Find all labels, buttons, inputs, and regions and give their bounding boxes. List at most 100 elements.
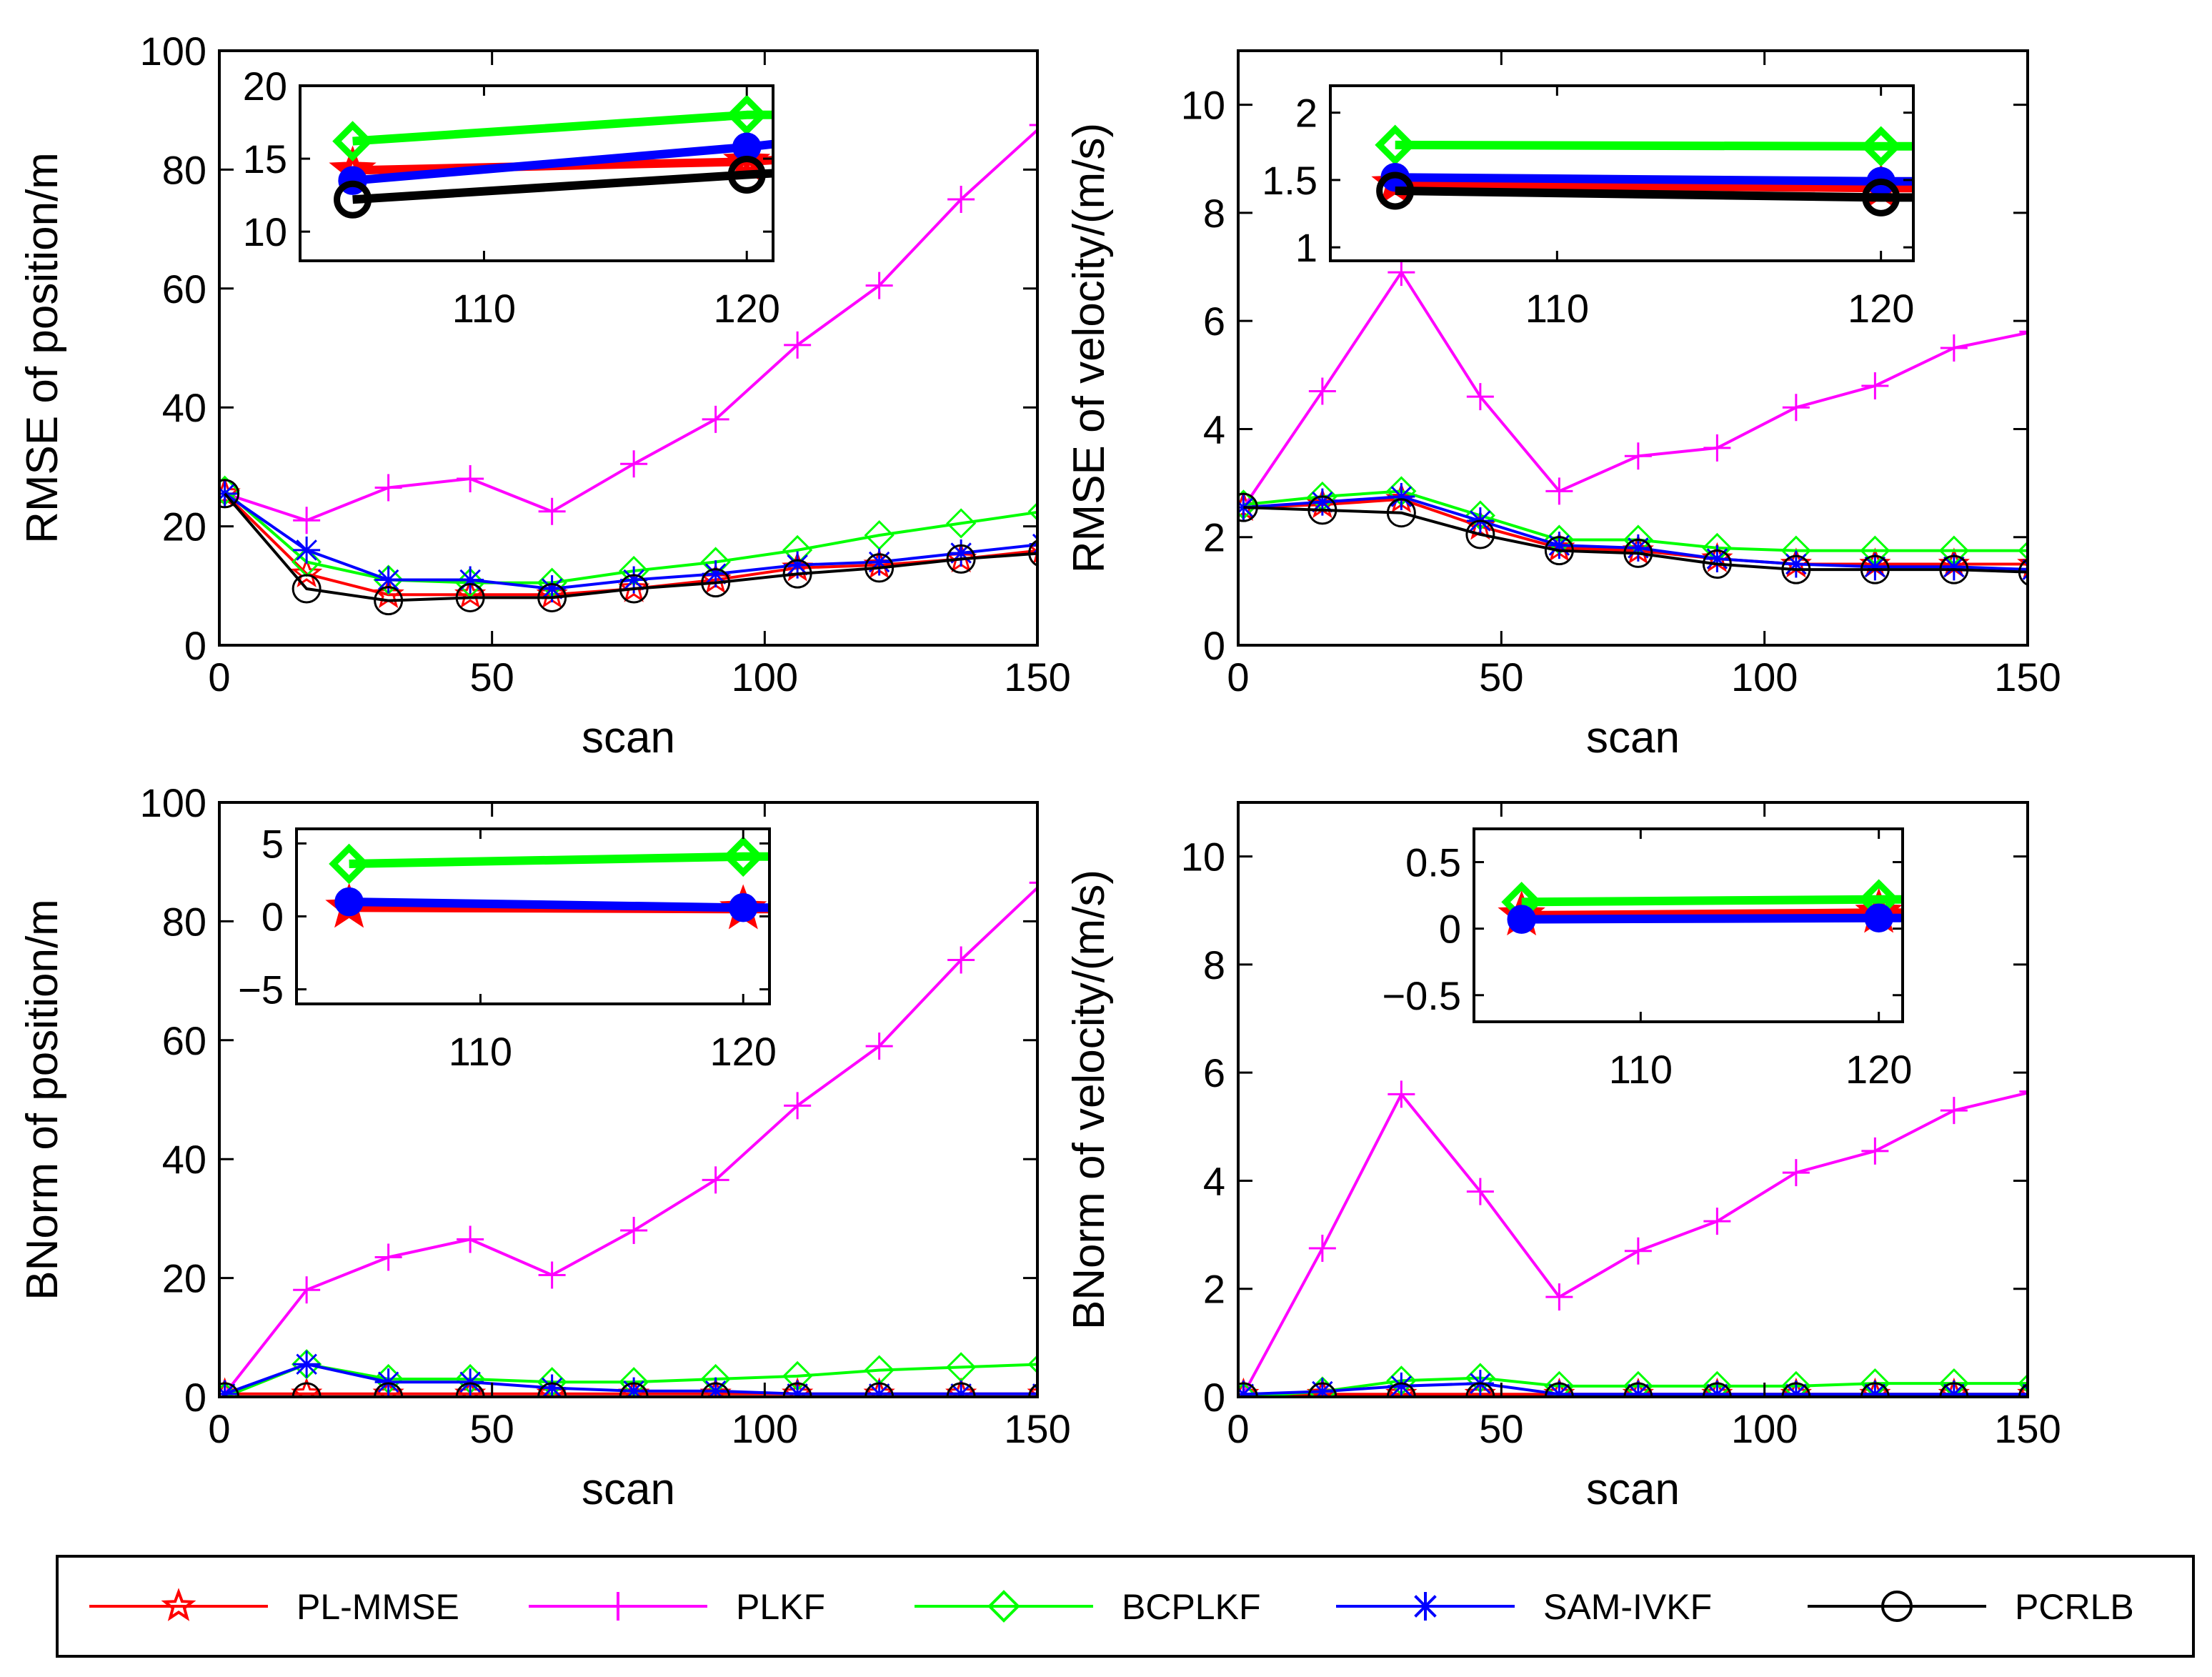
main-y-tick-label: 20 (162, 1256, 206, 1301)
main-point-pcrlb (219, 479, 240, 509)
inset-bnorm-velocity: 110 120 −0.5 0 0.5 (1382, 827, 1912, 1092)
x-axis-title: scan (582, 713, 675, 762)
inset-y-tick-label: 10 (243, 209, 287, 254)
main-point-sam-ivkf (1624, 534, 1652, 562)
circle-icon (1881, 1591, 1913, 1622)
main-x-tick-label: 0 (208, 655, 230, 700)
main-point-plkf (1782, 394, 1810, 422)
inset-x-tick-label: 110 (1609, 1047, 1673, 1092)
main-point-pl-mmse (618, 572, 650, 602)
main-point-pl-mmse (1238, 1377, 1260, 1397)
main-point-pcrlb (1307, 1382, 1337, 1397)
main-point-pcrlb (619, 574, 649, 604)
main-point-pl-mmse (291, 1377, 323, 1397)
main-point-sam-ivkf (1703, 544, 1731, 572)
inset-point-pcrlb (334, 180, 372, 219)
inset-rmse-velocity: 110 120 1 1.5 2 (1262, 84, 1915, 331)
main-point-plkf (865, 272, 893, 299)
main-point-sam-ivkf (620, 1377, 648, 1397)
main-point-pcrlb (455, 583, 485, 612)
main-x-tick-label: 150 (1994, 1406, 2061, 1451)
inset-y-tick-label: 20 (243, 64, 287, 109)
main-point-pcrlb (1386, 1382, 1416, 1397)
main-point-plkf (1545, 1283, 1573, 1311)
main-point-plkf (1388, 1080, 1415, 1108)
main-point-pcrlb (537, 583, 567, 612)
chart-panel-rmse-position: 0 50 100 150 0 20 40 60 80 100 scan RMSE of positio… (18, 29, 1071, 762)
inset-y-tick-label: −5 (238, 967, 284, 1012)
main-point-pcrlb (1939, 1382, 1969, 1397)
inset-point-sam-ivkf (729, 893, 758, 922)
main-point-sam-ivkf (1545, 1380, 1573, 1397)
inset-y-tick-label: 2 (1295, 91, 1317, 136)
inset-series-line-sam-ivkf (1521, 913, 1903, 924)
main-point-bcplkf (1027, 1354, 1037, 1374)
main-x-tick-label: 100 (732, 1406, 798, 1451)
main-x-tick-label: 50 (470, 655, 514, 700)
inset-frame (1473, 827, 1904, 1023)
main-x-tick-label: 100 (732, 655, 798, 700)
main-series-group (1238, 1080, 2028, 1397)
main-point-sam-ivkf (1308, 488, 1336, 516)
main-y-tick-label: 100 (140, 780, 206, 825)
main-point-bcplkf (219, 1381, 240, 1397)
main-point-pl-mmse (1385, 1377, 1418, 1397)
main-point-sam-ivkf (1308, 1378, 1336, 1397)
main-point-pcrlb (701, 1382, 731, 1397)
main-point-bcplkf (1938, 1368, 1969, 1397)
main-point-sam-ivkf (538, 1374, 566, 1397)
main-point-bcplkf (1623, 1370, 1653, 1397)
main-point-sam-ivkf (1238, 494, 1257, 522)
main-point-pcrlb (292, 1382, 322, 1397)
main-point-plkf (947, 946, 975, 974)
main-point-pcrlb (1781, 554, 1811, 584)
main-series-line-pcrlb (1243, 506, 2028, 574)
main-point-bcplkf (2018, 540, 2028, 561)
main-point-pcrlb (1544, 1382, 1574, 1397)
x-axis-title: scan (582, 1465, 675, 1514)
main-point-sam-ivkf (457, 566, 484, 594)
inset-point-sam-ivkf (334, 887, 364, 917)
main-point-pcrlb (782, 1382, 812, 1397)
main-point-pl-mmse (454, 578, 487, 609)
main-point-plkf (1308, 1235, 1336, 1262)
inset-rmse-position: 110 120 10 15 20 (243, 64, 780, 331)
main-point-plkf (620, 450, 648, 478)
asterisk-icon (1411, 1592, 1440, 1621)
main-point-sam-ivkf (293, 1350, 321, 1378)
main-frame (1237, 801, 2029, 1398)
legend-label-sam-ivkf: SAM-IVKF (1543, 1587, 1712, 1627)
inset-point-bcplkf (1860, 126, 1902, 167)
main-x-tick-label: 100 (1731, 1406, 1798, 1451)
main-point-plkf (293, 507, 321, 534)
main-point-sam-ivkf (1388, 1372, 1415, 1397)
inset-series-group (329, 94, 773, 219)
main-point-plkf (1703, 434, 1731, 462)
main-point-pcrlb (701, 567, 731, 598)
main-point-plkf (2019, 1090, 2028, 1093)
inset-x-tick-label: 110 (1525, 286, 1589, 331)
main-point-pl-mmse (863, 1377, 895, 1397)
star-icon (161, 1588, 196, 1621)
main-y-tick-label: 80 (162, 147, 206, 192)
main-y-tick-label: 40 (162, 385, 206, 430)
main-point-sam-ivkf (702, 1377, 729, 1397)
main-y-tick-label: 4 (1203, 407, 1225, 452)
main-point-sam-ivkf (1388, 483, 1415, 510)
main-point-pcrlb (782, 559, 812, 589)
main-point-sam-ivkf (1624, 1380, 1652, 1397)
main-point-plkf (538, 1261, 566, 1289)
main-point-plkf (1308, 377, 1336, 405)
main-point-pl-mmse (454, 1377, 487, 1397)
inset-point-bcplkf (332, 121, 373, 161)
inset-y-tick-label: 1 (1295, 225, 1317, 270)
main-point-pl-mmse (2017, 1388, 2028, 1397)
main-point-plkf (374, 1243, 402, 1271)
main-point-sam-ivkf (293, 536, 321, 564)
main-y-tick-label: 60 (162, 267, 206, 312)
plus-icon (604, 1592, 632, 1621)
main-point-plkf (1861, 372, 1889, 399)
main-point-plkf (1466, 383, 1494, 411)
main-point-pcrlb (1781, 1382, 1811, 1397)
